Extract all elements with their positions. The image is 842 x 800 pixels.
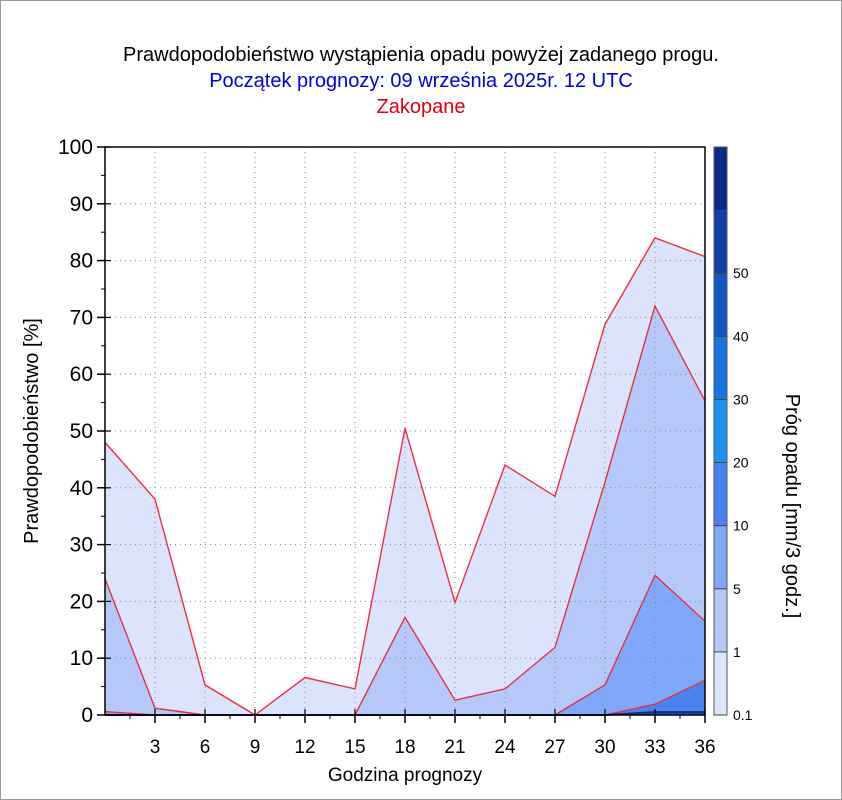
x-tick-label: 3	[150, 737, 161, 758]
y-axis-label: Prawdopodobieństwo [%]	[21, 318, 43, 544]
x-tick-label: 21	[444, 737, 465, 758]
y-tick-label: 40	[70, 477, 93, 500]
location-label: Zakopane	[376, 96, 466, 118]
chart-title: Prawdopodobieństwo wystąpienia opadu pow…	[123, 44, 719, 66]
x-axis-label: Godzina prognozy	[328, 765, 483, 786]
colorbar-tick-label: 0.1	[733, 707, 753, 723]
y-tick-label: 10	[70, 647, 93, 670]
colorbar-band	[714, 210, 727, 274]
x-tick-label: 33	[644, 737, 665, 758]
colorbar-tick-label: 30	[733, 391, 749, 407]
y-tick-label: 70	[70, 306, 93, 329]
x-tick-label: 24	[494, 737, 516, 758]
x-tick-label: 36	[694, 737, 715, 758]
colorbar-label: Próg opadu [mm/3 godz.]	[781, 394, 803, 619]
area-threshold-10	[105, 680, 705, 715]
colorbar-band	[714, 147, 727, 211]
y-tick-label: 100	[58, 136, 93, 159]
x-tick-label: 9	[250, 737, 261, 758]
colorbar-tick-label: 10	[733, 518, 749, 534]
x-tick-label: 6	[200, 737, 211, 758]
colorbar-tick-label: 50	[733, 265, 749, 281]
x-tick-label: 12	[294, 737, 315, 758]
colorbar-band	[714, 588, 727, 652]
y-tick-label: 60	[70, 363, 93, 386]
colorbar-tick-label: 40	[733, 328, 749, 344]
colorbar-band	[714, 273, 727, 337]
y-tick-label: 90	[70, 193, 93, 216]
colorbar-band	[714, 525, 727, 589]
colorbar-tick-label: 5	[733, 581, 741, 597]
y-tick-label: 50	[70, 420, 93, 443]
x-tick-label: 18	[394, 737, 415, 758]
series-line-0_1	[104, 237, 706, 716]
colorbar-tick-label: 20	[733, 455, 749, 471]
chart-subtitle: Początek prognozy: 09 września 2025r. 12…	[209, 70, 633, 92]
x-tick-label: 15	[344, 737, 365, 758]
colorbar-tick-label: 1	[733, 644, 741, 660]
y-tick-label: 80	[70, 250, 93, 273]
y-tick-label: 30	[70, 534, 93, 557]
x-tick-label: 27	[544, 737, 565, 758]
x-tick-label: 30	[594, 737, 615, 758]
y-tick-label: 0	[81, 704, 93, 727]
area-threshold-5	[105, 575, 705, 715]
colorbar-band	[714, 399, 727, 463]
y-tick-label: 20	[70, 590, 93, 613]
area-threshold-0_1	[105, 237, 705, 715]
colorbar-band	[714, 462, 727, 526]
colorbar-band	[714, 651, 727, 715]
colorbar-band	[714, 336, 727, 400]
